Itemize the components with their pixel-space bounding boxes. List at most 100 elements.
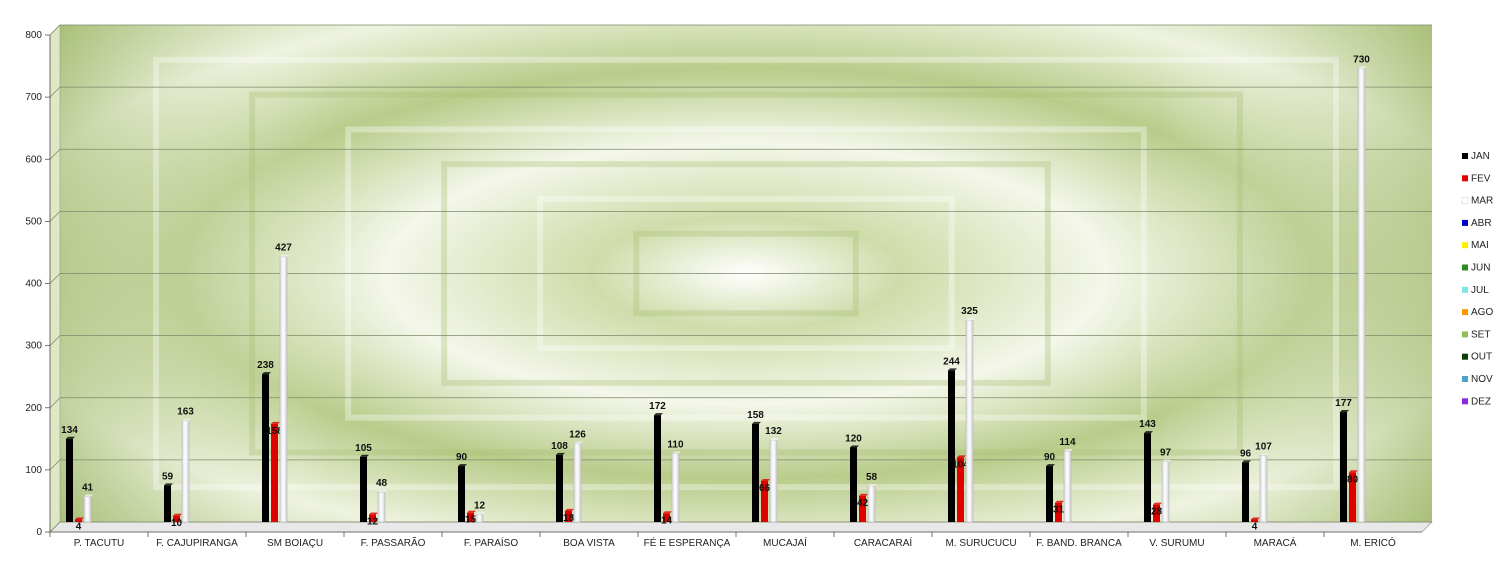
- data-label: 114: [1059, 437, 1076, 448]
- data-label: 41: [82, 483, 94, 494]
- bar-cap: [360, 454, 369, 457]
- x-tick-label: MARACÁ: [1254, 536, 1297, 549]
- bar: [1161, 461, 1170, 523]
- data-label: 158: [747, 410, 764, 421]
- bar-cap: [182, 418, 191, 421]
- gridline-diag: [49, 521, 61, 533]
- x-tick-label: P. TACUTU: [74, 538, 125, 549]
- data-label: 14: [661, 515, 673, 526]
- bar: [663, 513, 670, 522]
- bar: [360, 456, 367, 522]
- data-label: 110: [667, 440, 684, 451]
- x-tick-label: MUCAJAÍ: [763, 536, 807, 549]
- legend-label: JUL: [1471, 285, 1489, 296]
- data-label: 58: [866, 472, 878, 483]
- legend-label: SET: [1471, 329, 1490, 340]
- y-tick-label: 400: [25, 279, 42, 290]
- bar: [1242, 462, 1249, 522]
- bar: [850, 447, 857, 522]
- bar-cap: [1162, 459, 1171, 462]
- x-tick-label: CARACARAÍ: [854, 536, 913, 549]
- bar-cap: [957, 455, 966, 458]
- y-tick-label: 600: [25, 154, 42, 165]
- bar-cap: [770, 437, 779, 440]
- data-label: 730: [1353, 54, 1370, 65]
- legend: JAN FEV MAR ABR MAI JUN JUL AGO SET OUT NOV DEZ: [1461, 151, 1493, 407]
- y-tick-label: 700: [25, 92, 42, 103]
- bar: [1046, 466, 1053, 522]
- bar: [83, 496, 92, 523]
- data-label: 104: [952, 459, 969, 470]
- data-label: 97: [1160, 448, 1172, 459]
- bar: [752, 423, 759, 522]
- bar: [262, 374, 269, 522]
- data-label: 66: [759, 483, 771, 494]
- gridline-diag: [49, 86, 61, 98]
- data-label: 4: [1252, 522, 1258, 533]
- legend-label: NOV: [1471, 374, 1493, 385]
- bar-cap: [164, 483, 173, 486]
- bar: [1259, 455, 1268, 523]
- data-label: 325: [961, 306, 978, 317]
- legend-swatch: [1462, 398, 1468, 405]
- bar-cap: [458, 464, 467, 467]
- bar: [769, 439, 778, 523]
- legend-swatch: [1462, 286, 1468, 293]
- bars-layer: 134 4 41 59 10 163 238 158 427 105 12 48 90 15 12 108 18…: [61, 54, 1370, 532]
- y-tick-label: 500: [25, 216, 42, 227]
- data-label: 143: [1139, 419, 1156, 430]
- bar: [1357, 68, 1366, 523]
- data-label: 134: [61, 425, 78, 436]
- gridline-diag: [49, 335, 61, 346]
- bar: [859, 495, 866, 522]
- bar: [164, 485, 171, 522]
- bar-cap: [672, 451, 681, 454]
- legend-label: JAN: [1471, 151, 1490, 162]
- bar: [173, 515, 180, 522]
- gridline-diag: [49, 211, 61, 222]
- x-tick-label: V. SURUMU: [1149, 538, 1204, 549]
- legend-label: OUT: [1471, 352, 1492, 363]
- bar: [1063, 450, 1072, 523]
- data-label: 126: [569, 430, 586, 441]
- bar: [467, 512, 474, 522]
- data-label: 90: [1044, 452, 1056, 463]
- bar-cap: [66, 436, 75, 439]
- data-label: 177: [1335, 398, 1352, 409]
- data-label: 108: [551, 441, 568, 452]
- bar-cap: [280, 254, 289, 257]
- data-label: 31: [1053, 505, 1065, 516]
- bar: [1349, 472, 1356, 522]
- bar-cap: [966, 318, 975, 321]
- bar-cap: [948, 368, 957, 371]
- plot-background: [49, 24, 1433, 533]
- x-tick-label: F. PASSARÃO: [361, 536, 426, 549]
- bar-cap: [850, 445, 859, 448]
- bar-cap: [663, 511, 672, 514]
- legend-label: MAR: [1471, 196, 1493, 207]
- legend-label: AGO: [1471, 307, 1493, 318]
- bar: [948, 370, 955, 522]
- data-label: 48: [376, 478, 388, 489]
- bar-cap: [574, 441, 583, 444]
- bar-cap: [271, 421, 280, 424]
- bar-cap: [859, 493, 868, 496]
- bar: [965, 319, 974, 523]
- bar-cap: [1349, 470, 1358, 473]
- data-label: 15: [465, 515, 477, 526]
- bar-cap: [868, 483, 877, 486]
- bar-cap: [378, 490, 387, 493]
- legend-swatch: [1462, 331, 1468, 338]
- legend-swatch: [1461, 197, 1469, 204]
- x-tick-label: M. SURUCUCU: [945, 538, 1016, 549]
- y-tick-label: 100: [25, 465, 42, 476]
- bar-cap: [1260, 453, 1269, 456]
- bar: [75, 519, 82, 522]
- data-label: 18: [563, 513, 575, 524]
- bar-cap: [173, 513, 182, 516]
- y-tick-label: 0: [36, 527, 42, 538]
- data-label: 96: [1240, 448, 1252, 459]
- gridlines: [49, 24, 1432, 533]
